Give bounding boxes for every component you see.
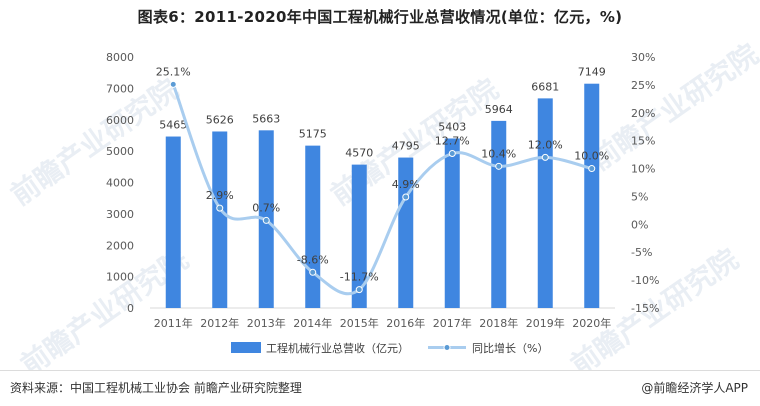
- bar: [212, 131, 228, 308]
- bar-value-label: 5403: [438, 120, 466, 133]
- y-right-tick-label: -5%: [631, 246, 652, 259]
- line-point: [355, 286, 363, 294]
- brand-name: 前瞻经济学人APP: [653, 381, 748, 395]
- y-right-tick-label: 5%: [631, 190, 648, 203]
- bar: [444, 138, 460, 308]
- bar-value-label: 7149: [578, 66, 606, 79]
- x-tick-label: 2016年: [386, 316, 425, 330]
- footer: 资料来源：中国工程机械工业协会 前瞻产业研究院整理 @前瞻经济学人APP: [0, 370, 760, 406]
- chart-legend: 工程机械行业总营收（亿元） 同比增长（%）: [231, 341, 548, 355]
- y-right-tick-label: 30%: [631, 51, 655, 64]
- legend-bar-swatch: [231, 342, 261, 353]
- y-right-tick-label: -10%: [631, 274, 659, 287]
- at-icon: @: [641, 381, 654, 395]
- y-left-tick-label: 2000: [106, 239, 134, 252]
- bar: [537, 98, 553, 308]
- watermark-text: 前瞻产业研究院: [585, 37, 760, 176]
- y-right-tick-label: 0%: [631, 218, 648, 231]
- line-value-label: -8.6%: [297, 253, 329, 266]
- x-tick-label: 2012年: [200, 316, 239, 330]
- x-tick-label: 2014年: [293, 316, 332, 330]
- bar-value-label: 5465: [159, 119, 187, 132]
- y-left-tick-label: 8000: [106, 51, 134, 64]
- y-left-tick-label: 5000: [106, 145, 134, 158]
- x-tick-label: 2017年: [433, 316, 472, 330]
- x-tick-label: 2011年: [154, 316, 193, 330]
- bar: [165, 136, 181, 308]
- line-point: [588, 165, 596, 173]
- watermark-text: 前瞻产业研究院: [5, 72, 184, 211]
- x-tick-label: 2019年: [526, 316, 565, 330]
- legend-line-marker: [443, 344, 451, 351]
- y-left-tick-label: 4000: [106, 177, 134, 190]
- bar: [305, 145, 321, 308]
- y-left-tick-label: 0: [127, 302, 134, 315]
- line-value-label: 12.7%: [435, 134, 470, 147]
- y-right-tick-label: 20%: [631, 107, 655, 120]
- line-point: [262, 216, 270, 224]
- line-point: [448, 149, 456, 157]
- bar-value-label: 4570: [345, 147, 373, 160]
- line-point: [541, 153, 549, 161]
- line-value-label: 4.9%: [392, 178, 420, 191]
- y-left-tick-label: 3000: [106, 208, 134, 221]
- line-value-label: 12.0%: [528, 138, 563, 151]
- bar-value-label: 5626: [206, 113, 234, 126]
- line-value-label: 25.1%: [156, 65, 191, 78]
- line-value-label: -11.7%: [340, 271, 379, 284]
- bar-value-label: 5964: [485, 103, 513, 116]
- line-point: [309, 268, 317, 276]
- y-right-tick-label: 10%: [631, 163, 655, 176]
- x-tick-label: 2015年: [340, 316, 379, 330]
- growth-line: [171, 83, 593, 296]
- bar: [398, 157, 414, 308]
- bar: [584, 83, 600, 308]
- line-value-label: 0.7%: [252, 201, 280, 214]
- x-tick-label: 2020年: [572, 316, 611, 330]
- bar-value-label: 4795: [392, 140, 420, 153]
- line-point: [495, 162, 503, 170]
- x-tick-label: 2018年: [479, 316, 518, 330]
- line-point: [402, 193, 410, 201]
- bar-value-label: 5663: [252, 112, 280, 125]
- line-value-label: 10.0%: [574, 150, 609, 163]
- line-point: [216, 204, 224, 212]
- chart-axes: 0 1000 2000 3000 4000 5000 6000 7000 8000 -15% -10…: [106, 51, 659, 330]
- bar-value-label: 6681: [531, 80, 559, 93]
- legend-bar-label: 工程机械行业总营收（亿元）: [266, 341, 409, 355]
- chart-title: 图表6：2011-2020年中国工程机械行业总营收情况(单位：亿元，%): [137, 8, 623, 26]
- y-left-tick-label: 1000: [106, 271, 134, 284]
- source-note: 资料来源：中国工程机械工业协会 前瞻产业研究院整理: [10, 381, 302, 395]
- line-value-label: 10.4%: [481, 147, 516, 160]
- bar-series: 5465 5626 5663 5175 4570 4795 5403 5964 6681 7149: [159, 66, 606, 308]
- line-series: 25.1% 2.9% 0.7% -8.6% -11.7% 4.9% 12.7% 10.4% 12…: [156, 65, 609, 296]
- y-left-tick-label: 7000: [106, 82, 134, 95]
- bar: [351, 164, 367, 308]
- x-tick-label: 2013年: [247, 316, 286, 330]
- line-point: [169, 80, 177, 88]
- y-right-tick-label: -15%: [631, 302, 659, 315]
- y-left-tick-label: 6000: [106, 114, 134, 127]
- y-right-tick-label: 25%: [631, 79, 655, 92]
- line-value-label: 2.9%: [206, 189, 234, 202]
- brand-credit: @前瞻经济学人APP: [641, 379, 748, 396]
- y-right-tick-label: 15%: [631, 135, 655, 148]
- bar-value-label: 5175: [299, 128, 327, 141]
- legend-line-label: 同比增长（%）: [472, 341, 548, 355]
